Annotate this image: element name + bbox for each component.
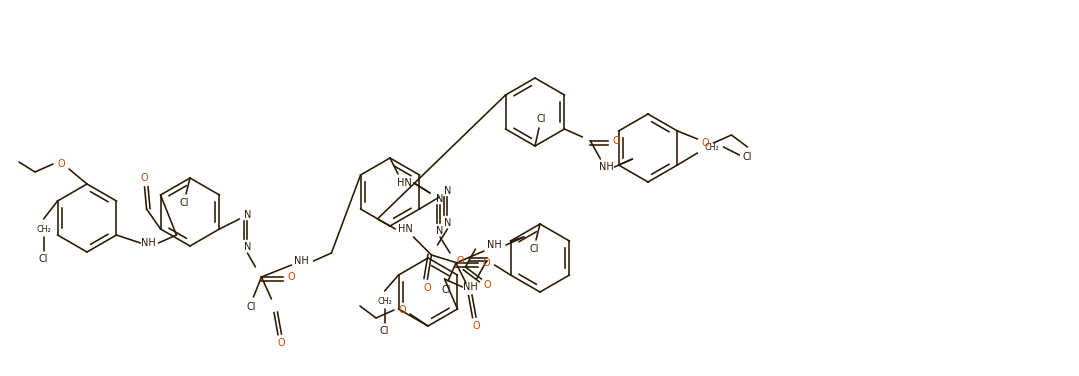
Text: HN: HN (397, 178, 411, 188)
Text: NH: NH (295, 256, 309, 266)
Text: NH: NH (141, 238, 155, 248)
Text: Cl: Cl (247, 302, 256, 312)
Text: O: O (57, 159, 65, 169)
Text: HN: HN (398, 224, 413, 234)
Text: NH: NH (487, 240, 502, 250)
Text: N: N (436, 194, 443, 204)
Text: O: O (483, 280, 491, 290)
Text: Cl: Cl (536, 114, 546, 124)
Text: CH₂: CH₂ (705, 144, 719, 153)
Text: O: O (482, 258, 490, 268)
Text: N: N (436, 226, 443, 236)
Text: O: O (456, 256, 464, 266)
Text: O: O (613, 136, 620, 146)
Text: O: O (701, 138, 709, 148)
Text: Cl: Cl (441, 285, 451, 295)
Text: O: O (473, 321, 480, 331)
Text: CH₂: CH₂ (37, 224, 51, 233)
Text: Cl: Cl (380, 326, 390, 336)
Text: CH₂: CH₂ (378, 297, 392, 305)
Text: Cl: Cl (530, 244, 538, 254)
Text: O: O (398, 305, 406, 315)
Text: NH: NH (463, 282, 478, 292)
Text: N: N (443, 218, 451, 228)
Text: O: O (288, 272, 296, 282)
Text: Cl: Cl (179, 198, 189, 208)
Text: O: O (277, 338, 285, 348)
Text: N: N (244, 210, 251, 220)
Text: O: O (140, 173, 149, 183)
Text: N: N (443, 186, 451, 196)
Text: NH: NH (599, 162, 614, 172)
Text: O: O (424, 283, 432, 293)
Text: Cl: Cl (39, 254, 49, 264)
Text: Cl: Cl (742, 152, 752, 162)
Text: N: N (244, 242, 251, 252)
